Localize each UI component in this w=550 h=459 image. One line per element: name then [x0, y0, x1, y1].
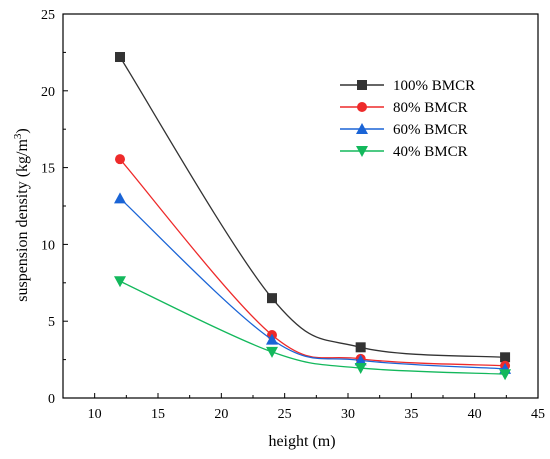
legend-marker	[356, 146, 368, 157]
series-line	[119, 56, 506, 358]
y-axis-label-end: )	[14, 128, 31, 133]
series-line	[119, 280, 506, 375]
legend: 100% BMCR 80% BMCR 60% BMCR 40% BMCR	[340, 78, 475, 160]
y-tick-label: 20	[41, 85, 55, 100]
x-tick-label: 15	[151, 407, 165, 422]
series-3	[114, 276, 512, 381]
legend-label: 100% BMCR	[393, 78, 475, 94]
plot-frame	[62, 13, 539, 399]
data-point	[266, 346, 278, 358]
legend-item: 100% BMCR	[340, 78, 475, 94]
y-tick-label: 5	[48, 315, 55, 330]
y-tick-label: 15	[41, 162, 55, 177]
data-point	[115, 154, 125, 165]
legend-item: 40% BMCR	[340, 144, 468, 160]
y-axis-label: suspension density (kg/m3)	[12, 128, 31, 302]
series-1	[115, 154, 511, 371]
x-tick-label: 25	[278, 407, 292, 422]
data-point	[499, 369, 512, 381]
y-tick-label: 25	[41, 8, 55, 23]
legend-label: 60% BMCR	[393, 122, 468, 138]
plot-area	[114, 52, 512, 381]
x-tick-label: 10	[88, 407, 102, 422]
data-point	[354, 363, 367, 375]
data-point	[500, 352, 511, 363]
legend-marker	[357, 102, 367, 112]
legend-item: 80% BMCR	[340, 100, 468, 116]
y-tick-label: 10	[41, 238, 55, 253]
legend-marker	[356, 123, 368, 134]
data-point	[114, 192, 126, 204]
x-tick-label: 30	[341, 407, 355, 422]
axes: 10 15 20 25 30 35 40 45 0 5 10 15 20 25	[41, 8, 545, 422]
x-tick-label: 45	[531, 407, 545, 422]
legend-label: 40% BMCR	[393, 144, 468, 160]
data-point	[355, 342, 366, 353]
y-axis-label-main: suspension density (kg/m	[14, 139, 31, 302]
y-tick-label: 0	[48, 392, 55, 407]
y-axis-label-superscript: 3	[12, 133, 24, 139]
data-point	[114, 276, 126, 288]
series-2	[114, 192, 512, 374]
x-tick-label: 40	[468, 407, 482, 422]
legend-item: 60% BMCR	[340, 122, 468, 138]
legend-label: 80% BMCR	[393, 100, 468, 116]
x-tick-label: 35	[404, 407, 418, 422]
series-line	[119, 158, 506, 367]
data-point	[354, 354, 367, 366]
data-point	[115, 52, 125, 63]
data-point	[266, 333, 278, 345]
legend-marker	[357, 80, 367, 90]
x-axis-label: height (m)	[268, 433, 335, 450]
series-0	[115, 52, 511, 363]
series-line	[119, 197, 506, 370]
data-point	[267, 293, 277, 304]
x-tick-label: 20	[214, 407, 228, 422]
